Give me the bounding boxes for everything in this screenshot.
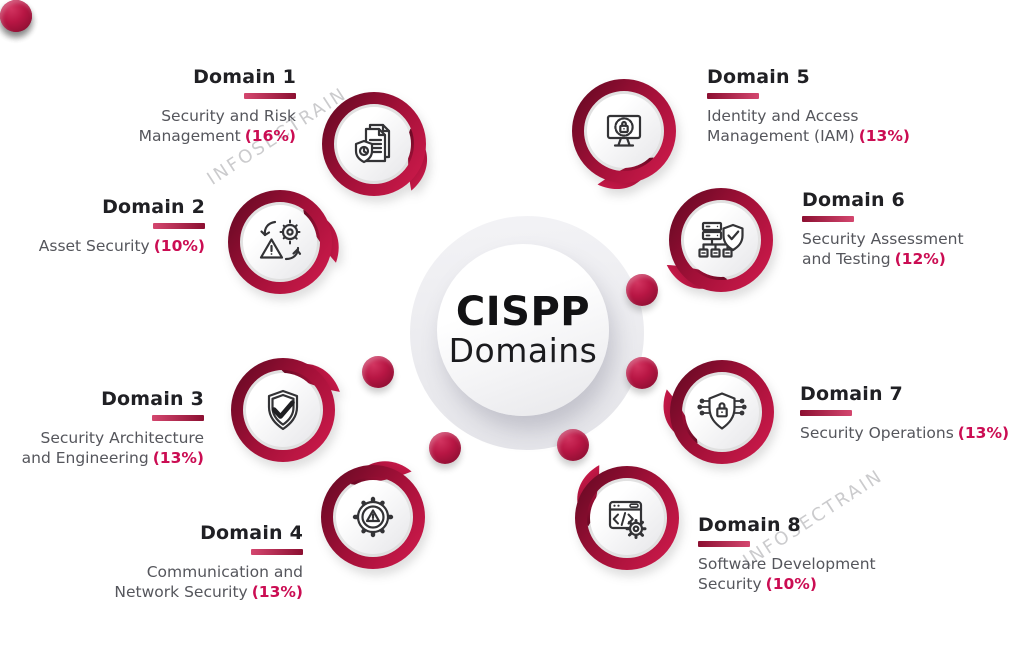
asset-warning-cycle-icon	[259, 219, 302, 261]
center-title-line2: Domains	[448, 330, 598, 370]
domain-5-title: Domain 5	[707, 66, 810, 88]
domain-7-bubble	[663, 360, 774, 464]
domain-2-description: Asset Security (10%)	[38, 237, 205, 255]
domain-3-percent: (13%)	[152, 449, 204, 468]
domain-7-percent: (13%)	[957, 424, 1010, 442]
center-title-line1: CISPP	[455, 288, 591, 335]
domain-8-description: Software Development Security (10%)	[698, 555, 876, 594]
domain-8-block: Domain 8 Software Development Security (10…	[698, 514, 876, 594]
server-shield-network-icon	[698, 221, 744, 258]
center-circle: CISPP Domains	[437, 244, 609, 416]
domain-4-block: Domain 4 Communication and Network Securi…	[114, 522, 303, 602]
connector-dot	[362, 356, 394, 388]
domain-7-underline	[800, 410, 852, 416]
domain-5-underline	[707, 93, 759, 99]
domain-1-bubble	[322, 92, 428, 196]
shield-lock-circuit-icon	[697, 392, 747, 430]
domain-4-description: Communication and Network Security (13%)	[114, 563, 303, 602]
domain-6-description: Security Assessment and Testing (12%)	[802, 230, 964, 269]
domain-6-underline	[802, 216, 854, 222]
domain-1-underline	[244, 93, 296, 99]
domain-4-title: Domain 4	[200, 522, 303, 544]
domain-1-block: Domain 1 Security and Risk Management (16%…	[139, 66, 296, 146]
domain-7-block: Domain 7 Security Operations (13%)	[800, 383, 1009, 443]
domain-5-bubble	[572, 79, 676, 189]
connector-dot	[0, 0, 32, 32]
connector-dot	[557, 429, 589, 461]
domain-4-bubble	[321, 461, 425, 569]
domain-6-percent: (12%)	[894, 250, 946, 269]
domain-3-underline	[152, 415, 204, 421]
code-window-gear-icon	[608, 500, 647, 539]
domain-2-underline	[153, 223, 205, 229]
domain-2-percent: (10%)	[153, 237, 205, 255]
domain-3-bubble	[231, 358, 340, 462]
domain-1-description: Security and Risk Management (16%)	[138, 107, 296, 146]
domain-6-block: Domain 6 Security Assessment and Testing(…	[802, 189, 964, 269]
domain-2-block: Domain 2 Asset Security (10%)	[39, 196, 205, 256]
domain-1-title: Domain 1	[193, 66, 296, 88]
domain-7-title: Domain 7	[800, 383, 903, 405]
domain-3-title: Domain 3	[101, 388, 204, 410]
domain-8-bubble	[575, 465, 679, 570]
domain-2-title: Domain 2	[102, 196, 205, 218]
domain-3-description: Security Architecture and Engineering (13%…	[21, 429, 204, 468]
connector-dot	[626, 274, 658, 306]
domain-8-underline	[698, 541, 750, 547]
gear-alert-icon	[352, 496, 394, 538]
domain-7-description: Security Operations (13%)	[800, 424, 1010, 442]
domain-3-block: Domain 3 Security Architecture and Engine…	[22, 388, 204, 468]
connector-dot	[626, 357, 658, 389]
policy-document-shield-icon	[354, 123, 391, 164]
domain-1-percent: (16%)	[244, 127, 296, 146]
domain-8-percent: (10%)	[765, 575, 817, 594]
domain-5-block: Domain 5 Identity and Access Management (…	[707, 66, 910, 146]
shield-checkmark-icon	[267, 389, 299, 431]
domain-6-bubble	[666, 188, 773, 292]
domain-5-description: Identity and Access Management (IAM) (13%)	[707, 107, 910, 146]
monitor-lock-gear-icon	[606, 114, 642, 147]
domain-6-title: Domain 6	[802, 189, 905, 211]
domain-4-underline	[251, 549, 303, 555]
domain-2-bubble	[228, 190, 339, 294]
domain-4-percent: (13%)	[251, 583, 303, 602]
connector-dot	[429, 432, 461, 464]
domain-8-title: Domain 8	[698, 514, 801, 536]
domain-5-percent: (13%)	[858, 127, 910, 146]
